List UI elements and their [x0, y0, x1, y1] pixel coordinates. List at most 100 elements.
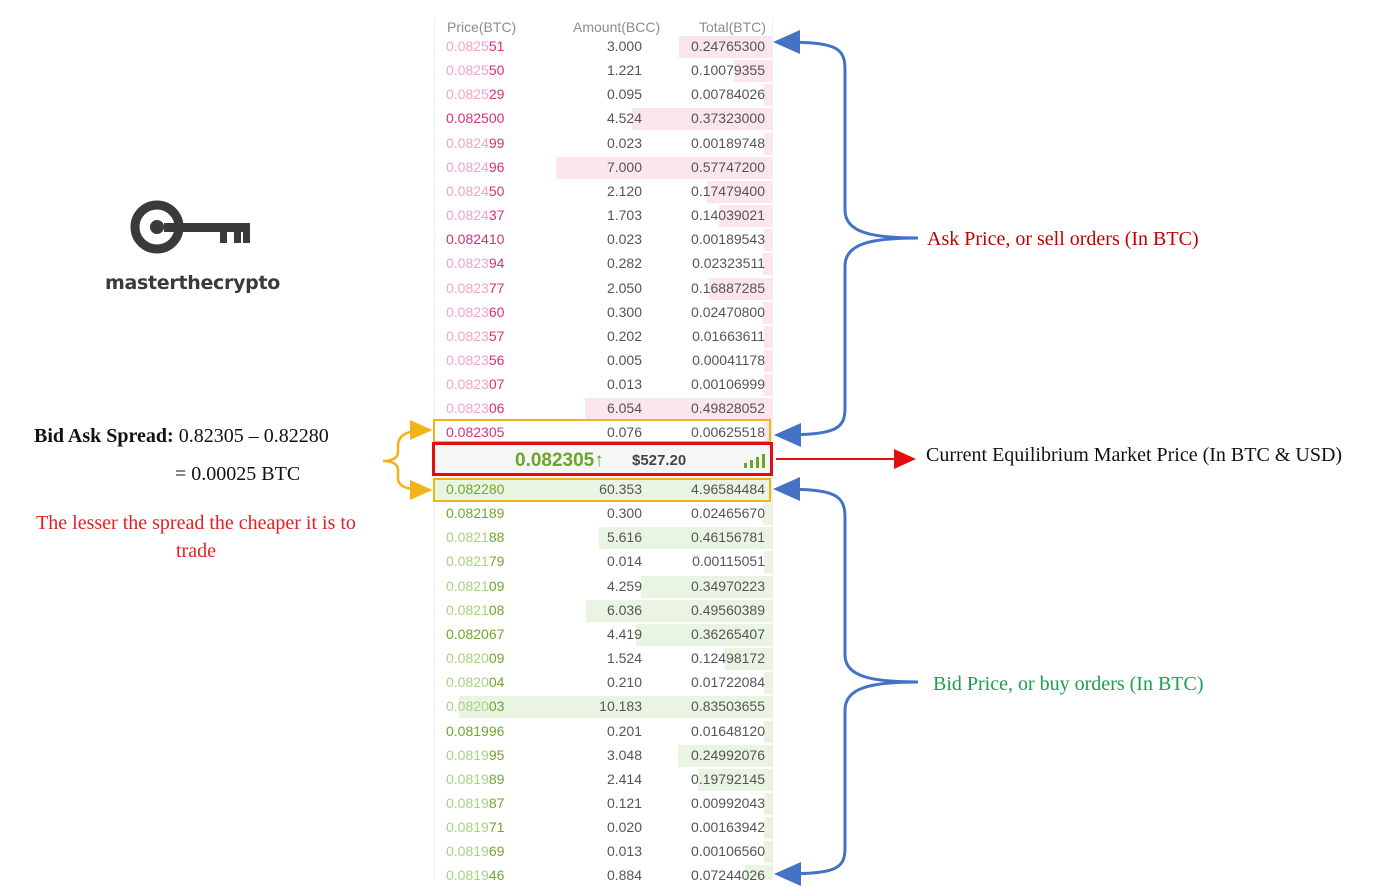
ask-amount: 7.000 — [606, 158, 642, 175]
bid-price: 0.081969 — [446, 843, 505, 860]
bid-order-row[interactable]: 0.082067 4.419 0.36265407 — [435, 623, 772, 648]
ask-price: 0.082356 — [446, 351, 505, 368]
bid-depth-bar — [762, 503, 772, 526]
ask-depth-bar — [734, 60, 772, 83]
order-book-header: Price(BTC) Amount(BCC) Total(BTC) — [435, 18, 772, 38]
bid-order-row[interactable]: 0.081987 0.121 0.00992043 — [435, 792, 772, 817]
total-column-header[interactable]: Total(BTC) — [699, 19, 766, 35]
bid-amount: 0.884 — [606, 867, 642, 880]
ask-depth-bar — [719, 205, 772, 228]
bid-order-row[interactable]: 0.081971 0.020 0.00163942 — [435, 817, 772, 841]
ask-order-row[interactable]: 0.082360 0.300 0.02470800 — [435, 301, 772, 326]
bid-bracket — [774, 487, 919, 886]
bid-order-row[interactable]: 0.081946 0.884 0.07244026 — [435, 865, 772, 880]
bid-amount: 0.014 — [606, 553, 642, 570]
ask-price: 0.082305 — [446, 424, 505, 441]
bid-depth-bar — [678, 744, 772, 767]
ask-price: 0.082551 — [446, 38, 505, 54]
ask-order-row[interactable]: 0.082307 0.013 0.00106999 — [435, 374, 772, 398]
ask-depth-bar — [764, 422, 772, 445]
bid-depth-bar — [744, 865, 772, 880]
bid-depth-bar — [641, 575, 772, 598]
ask-amount: 0.023 — [606, 134, 642, 151]
ask-order-row[interactable]: 0.082305 0.076 0.00625518 — [435, 422, 772, 446]
bid-order-row[interactable]: 0.082108 6.036 0.49560389 — [435, 599, 772, 624]
ask-total: 0.01663611 — [692, 327, 765, 344]
ask-order-row[interactable]: 0.082550 1.221 0.10079355 — [435, 60, 772, 84]
ask-total: 0.00189748 — [691, 134, 765, 151]
ask-order-row[interactable]: 0.082410 0.023 0.00189543 — [435, 229, 772, 253]
ask-order-row[interactable]: 0.082496 7.000 0.57747200 — [435, 156, 772, 181]
signal-bars-icon[interactable] — [744, 454, 768, 468]
ask-total: 0.49828052 — [691, 400, 765, 417]
bid-total: 0.49560389 — [691, 601, 765, 618]
bid-price: 0.082003 — [446, 698, 505, 715]
bid-price: 0.082108 — [446, 601, 505, 618]
bid-amount: 10.183 — [599, 698, 642, 715]
bid-amount: 0.013 — [606, 843, 642, 860]
bid-price: 0.081946 — [446, 867, 505, 880]
ask-order-row[interactable]: 0.082356 0.005 0.00041178 — [435, 349, 772, 374]
ask-price: 0.082550 — [446, 62, 505, 79]
ask-order-row[interactable]: 0.082499 0.023 0.00189748 — [435, 132, 772, 157]
amount-column-header[interactable]: Amount(BCC) — [573, 19, 661, 35]
bid-order-row[interactable]: 0.082179 0.014 0.00115051 — [435, 551, 772, 575]
ask-amount: 0.202 — [606, 327, 642, 344]
logo-wordmark: masterthecrypto — [105, 272, 281, 294]
bid-price: 0.081989 — [446, 770, 505, 787]
bid-total: 0.46156781 — [691, 529, 765, 546]
market-price-annotation: Current Equilibrium Market Price (In BTC… — [926, 444, 1343, 466]
bid-amount: 60.353 — [599, 481, 642, 497]
bid-order-row[interactable]: 0.082280 60.353 4.96584484 — [435, 479, 772, 503]
ask-order-row[interactable]: 0.082357 0.202 0.01663611 — [435, 325, 772, 350]
bid-order-row[interactable]: 0.082109 4.259 0.34970223 — [435, 575, 772, 600]
bid-depth-bar — [764, 720, 772, 743]
ask-order-row[interactable]: 0.082529 0.095 0.00784026 — [435, 84, 772, 108]
ask-order-row[interactable]: 0.082306 6.054 0.49828052 — [435, 398, 772, 422]
ask-amount: 1.221 — [606, 62, 642, 79]
ask-order-row[interactable]: 0.082551 3.000 0.24765300 — [435, 36, 772, 60]
bid-order-row[interactable]: 0.082004 0.210 0.01722084 — [435, 672, 772, 696]
ask-price: 0.082500 — [446, 110, 505, 127]
bid-order-row[interactable]: 0.081995 3.048 0.24992076 — [435, 744, 772, 769]
ask-price: 0.082306 — [446, 400, 505, 417]
bid-order-row[interactable]: 0.081989 2.414 0.19792145 — [435, 768, 772, 793]
bid-total: 0.12498172 — [691, 650, 765, 667]
ask-price: 0.082499 — [446, 134, 505, 151]
bid-depth-bar — [764, 841, 772, 864]
bid-order-row[interactable]: 0.082003 10.183 0.83503655 — [435, 696, 772, 720]
ask-order-row[interactable]: 0.082450 2.120 0.17479400 — [435, 180, 772, 205]
bid-order-row[interactable]: 0.081969 0.013 0.00106560 — [435, 841, 772, 865]
bid-total: 0.19792145 — [691, 770, 765, 787]
market-price-btc: 0.082305↑ — [515, 450, 604, 471]
ask-depth-bar — [764, 325, 772, 348]
bid-total: 0.00163942 — [691, 819, 765, 836]
bid-depth-bar — [435, 479, 772, 501]
ask-order-row[interactable]: 0.082377 2.050 0.16887285 — [435, 277, 772, 302]
bid-order-row[interactable]: 0.081996 0.201 0.01648120 — [435, 720, 772, 745]
ask-price: 0.082377 — [446, 279, 505, 296]
bid-order-row[interactable]: 0.082189 0.300 0.02465670 — [435, 503, 772, 527]
ask-total: 0.16887285 — [691, 279, 765, 296]
ask-depth-bar — [708, 277, 772, 300]
ask-order-row[interactable]: 0.082500 4.524 0.37323000 — [435, 108, 772, 132]
ask-total: 0.00784026 — [691, 86, 765, 103]
bid-amount: 4.419 — [606, 625, 642, 642]
ask-depth-bar — [679, 36, 772, 58]
bid-amount: 6.036 — [606, 601, 642, 618]
price-column-header[interactable]: Price(BTC) — [447, 19, 517, 35]
market-price-bar: 0.082305↑ $527.20 — [435, 444, 772, 478]
ask-depth-bar — [764, 349, 772, 372]
ask-order-row[interactable]: 0.082394 0.282 0.02323511 — [435, 253, 772, 277]
bid-depth-bar — [636, 623, 772, 646]
bid-annotation: Bid Price, or buy orders (In BTC) — [933, 673, 1204, 695]
ask-order-row[interactable]: 0.082437 1.703 0.14039021 — [435, 205, 772, 229]
bid-order-row[interactable]: 0.082188 5.616 0.46156781 — [435, 527, 772, 551]
spread-bracket — [382, 428, 430, 492]
bid-amount: 5.616 — [606, 529, 642, 546]
spread-label: Bid Ask Spread: — [34, 425, 174, 447]
bid-amount: 0.201 — [606, 722, 642, 739]
ask-price: 0.082410 — [446, 231, 505, 248]
ask-price: 0.082307 — [446, 376, 505, 393]
bid-order-row[interactable]: 0.082009 1.524 0.12498172 — [435, 648, 772, 672]
